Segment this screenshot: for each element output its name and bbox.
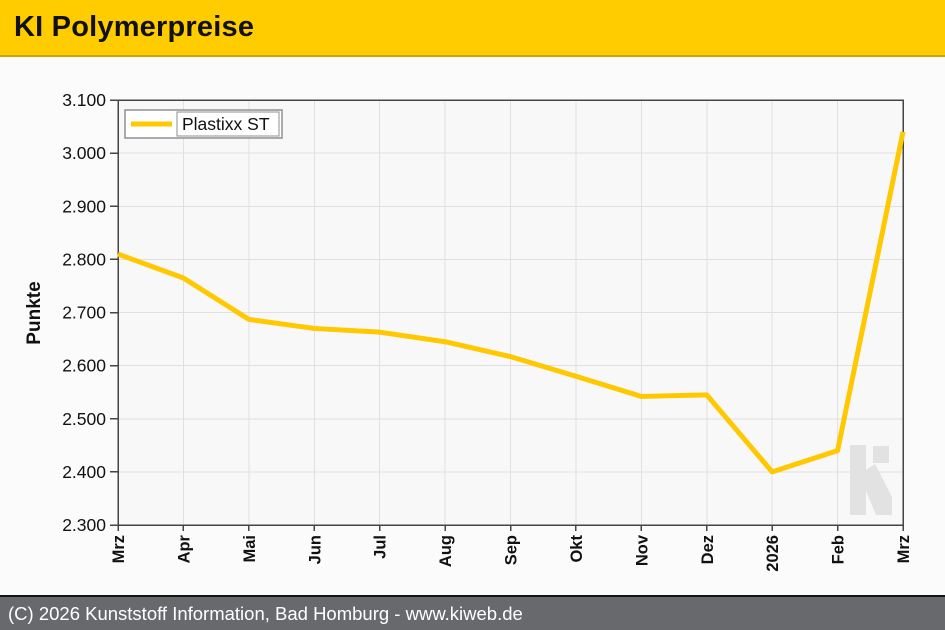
chart-area: 2.300 2.400 2.500 2.600 2.700 2.800 2.900 3.000… xyxy=(0,57,945,595)
svg-text:3.100: 3.100 xyxy=(62,90,106,110)
svg-text:2.500: 2.500 xyxy=(62,409,106,429)
svg-text:Apr: Apr xyxy=(175,534,193,563)
axis-ticks xyxy=(110,99,904,531)
svg-text:3.000: 3.000 xyxy=(62,143,106,163)
plot-border xyxy=(117,99,904,526)
svg-text:Nov: Nov xyxy=(633,534,651,566)
svg-text:2.600: 2.600 xyxy=(62,356,106,376)
svg-text:Mai: Mai xyxy=(241,535,259,563)
svg-text:Feb: Feb xyxy=(830,535,848,564)
series-line-plastixx-st xyxy=(117,131,906,475)
y-axis-labels: 2.300 2.400 2.500 2.600 2.700 2.800 2.900 3.000… xyxy=(62,90,106,535)
chart-svg: 2.300 2.400 2.500 2.600 2.700 2.800 2.900 3.000… xyxy=(24,90,913,572)
gridlines xyxy=(118,100,903,525)
ki-logo-k-icon xyxy=(850,445,892,515)
footer-bar: (C) 2026 Kunststoff Information, Bad Hom… xyxy=(0,595,945,630)
svg-text:Mrz: Mrz xyxy=(110,535,128,563)
svg-text:2.700: 2.700 xyxy=(62,303,106,323)
svg-text:2.400: 2.400 xyxy=(62,462,106,482)
copyright-text: (C) 2026 Kunststoff Information, Bad Hom… xyxy=(8,602,523,624)
legend: Plastixx ST xyxy=(124,109,283,139)
y-axis-title: Punkte xyxy=(24,281,45,344)
svg-text:Dez: Dez xyxy=(699,535,717,564)
svg-text:Aug: Aug xyxy=(437,535,455,567)
page-title: KI Polymerpreise xyxy=(14,11,255,43)
svg-text:2.800: 2.800 xyxy=(62,249,106,269)
svg-text:2026: 2026 xyxy=(764,535,782,572)
header-bar: KI Polymerpreise xyxy=(0,0,945,57)
svg-text:Mrz: Mrz xyxy=(895,535,913,563)
svg-text:Okt: Okt xyxy=(568,535,586,563)
svg-text:Jun: Jun xyxy=(306,535,324,564)
x-axis-labels: Mrz Apr Mai Jun Jul Aug Sep Okt Nov Dez 2026 Feb Mrz xyxy=(110,534,913,572)
svg-text:Sep: Sep xyxy=(503,535,521,565)
legend-label: Plastixx ST xyxy=(182,114,270,134)
svg-text:2.300: 2.300 xyxy=(62,515,106,535)
svg-text:2.900: 2.900 xyxy=(62,196,106,216)
svg-text:Jul: Jul xyxy=(372,535,390,559)
